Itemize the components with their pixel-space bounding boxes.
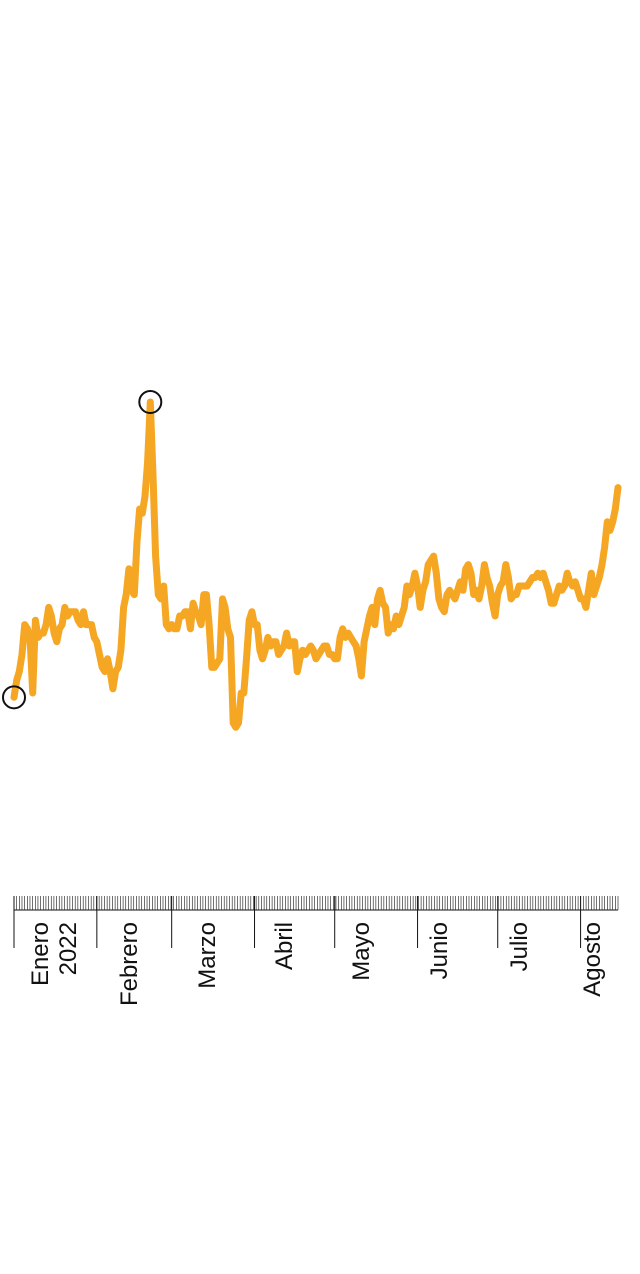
x-axis xyxy=(13,896,619,948)
year-label: 2022 xyxy=(55,922,82,975)
month-label: Enero xyxy=(27,922,54,986)
month-label: Junio xyxy=(426,922,453,979)
marker-layer xyxy=(2,390,163,710)
month-label: Julio xyxy=(506,922,533,971)
month-label: Agosto xyxy=(579,922,606,997)
highlight-marker xyxy=(2,685,26,710)
series-line xyxy=(10,398,622,731)
month-label: Abril xyxy=(271,922,298,970)
month-label: Febrero xyxy=(116,922,143,1006)
month-labels: Enero 2022 Febrero Marzo Abril Mayo Junio Julio… xyxy=(27,922,606,1006)
month-label: Marzo xyxy=(194,922,221,989)
month-label: Mayo xyxy=(348,922,375,981)
series-layer xyxy=(10,398,622,731)
highlight-marker xyxy=(138,390,163,414)
